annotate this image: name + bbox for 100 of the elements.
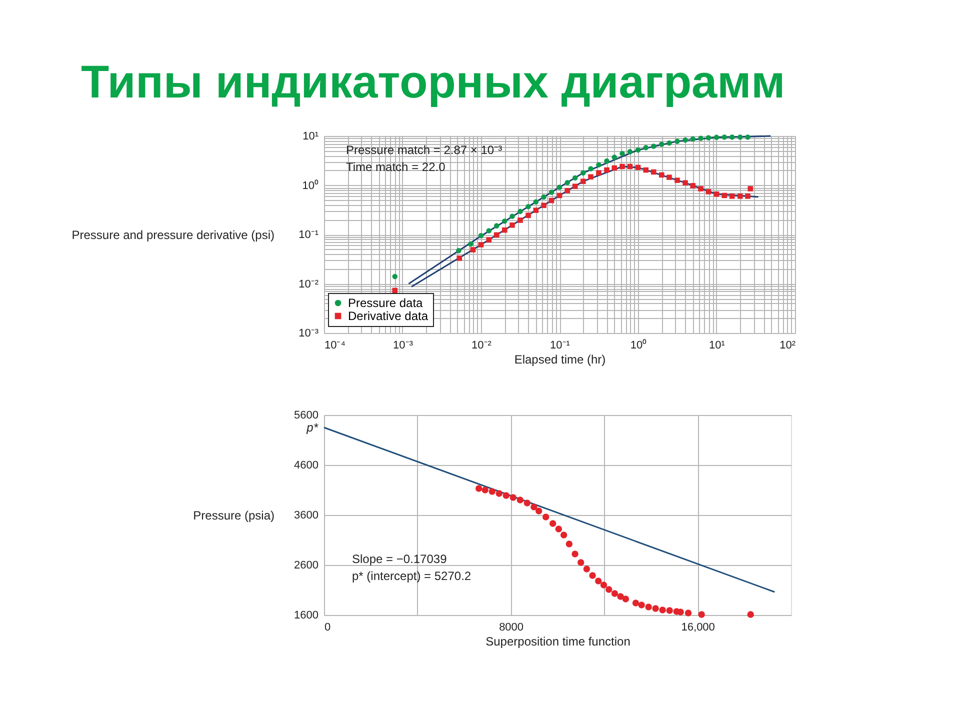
x-tick-label: 10⁻¹: [550, 340, 570, 352]
point: [682, 180, 688, 186]
x-tick-label: 16,000: [681, 622, 715, 634]
point: [632, 600, 640, 606]
point: [486, 228, 492, 234]
point: [588, 166, 594, 172]
point: [658, 172, 664, 178]
point: [555, 526, 562, 532]
y-tick-label: 4600: [294, 460, 318, 472]
point: [510, 214, 515, 219]
x-tick-label: 10⁰: [630, 338, 647, 352]
point: [486, 237, 492, 242]
point: [714, 134, 720, 140]
point: [612, 165, 618, 171]
x-axis-title: Superposition time function: [486, 634, 630, 648]
point: [524, 500, 530, 506]
point: [572, 550, 578, 558]
point: [541, 194, 546, 200]
point: [566, 540, 573, 548]
point: [526, 212, 531, 218]
point: [706, 135, 712, 140]
point: [658, 142, 664, 147]
point: [674, 178, 680, 183]
point: [572, 184, 578, 189]
point: [502, 218, 508, 224]
point: [595, 578, 602, 584]
point: [638, 602, 645, 608]
point: [533, 208, 539, 213]
point: [596, 162, 602, 168]
point: [747, 611, 754, 618]
point: [596, 170, 602, 176]
x-axis-title: Elapsed time (hr): [514, 352, 606, 366]
point: [488, 488, 496, 495]
point: [502, 492, 510, 499]
point: [729, 134, 735, 140]
point: [541, 202, 546, 208]
point: [564, 180, 570, 186]
x-tick-label: 10¹: [709, 340, 726, 352]
point: [510, 222, 515, 228]
point: [549, 520, 556, 527]
point: [714, 191, 720, 197]
point: [722, 192, 728, 198]
point: [588, 174, 594, 180]
y-tick-label: 10⁰: [302, 178, 318, 192]
point: [580, 170, 586, 176]
y-tick-label: 10⁻²: [298, 278, 319, 290]
point: [698, 611, 705, 618]
point: [572, 175, 578, 181]
point: [542, 514, 550, 520]
point: [643, 167, 649, 173]
point: [482, 486, 488, 494]
point: [548, 190, 554, 195]
point: [674, 138, 680, 144]
point: [556, 184, 562, 190]
x-tick-label: 10⁻³: [393, 340, 414, 352]
legend-label: Pressure data: [348, 296, 424, 310]
point: [627, 149, 633, 154]
point: [583, 566, 590, 572]
point: [737, 134, 743, 140]
annotation: Slope = −0.17039: [352, 552, 448, 566]
point: [604, 158, 610, 164]
point: [470, 247, 476, 252]
point: [650, 144, 656, 149]
legend-label: Derivative data: [348, 309, 428, 323]
y-axis-title: Pressure and pressure derivative (psi): [72, 228, 274, 242]
point: [533, 199, 539, 204]
point: [600, 582, 608, 588]
point: [737, 194, 743, 199]
y-tick-label: 10¹: [302, 130, 319, 142]
point: [729, 194, 735, 199]
point: [518, 218, 523, 223]
point: [643, 145, 649, 150]
point: [690, 183, 696, 188]
annotation: Time match = 22.0: [346, 160, 446, 174]
point: [622, 596, 630, 602]
point: [478, 232, 484, 238]
point: [496, 490, 502, 497]
x-tick-label: 10²: [780, 340, 796, 352]
x-tick-label: 10⁻⁴: [324, 340, 346, 352]
point: [635, 147, 641, 153]
y-tick-label: 10⁻³: [298, 328, 319, 340]
point: [564, 188, 570, 194]
point: [589, 572, 596, 579]
y-tick-label: 10⁻¹: [298, 229, 319, 241]
y-tick-label: 2600: [294, 560, 318, 572]
point: [516, 496, 524, 504]
point: [677, 608, 684, 616]
point: [745, 134, 750, 140]
point: [612, 154, 618, 160]
x-tick-label: 10⁻²: [472, 340, 492, 352]
point: [494, 223, 500, 228]
y-axis-title: Pressure (psia): [193, 508, 274, 522]
point: [611, 590, 618, 597]
point: [652, 605, 659, 612]
point: [620, 164, 625, 170]
point: [510, 494, 516, 501]
point: [698, 136, 704, 141]
annotation: Pressure match = 2.87 × 10⁻³: [346, 143, 502, 157]
y-tick-label: 3600: [294, 510, 318, 522]
x-tick-label: 8000: [499, 622, 524, 634]
